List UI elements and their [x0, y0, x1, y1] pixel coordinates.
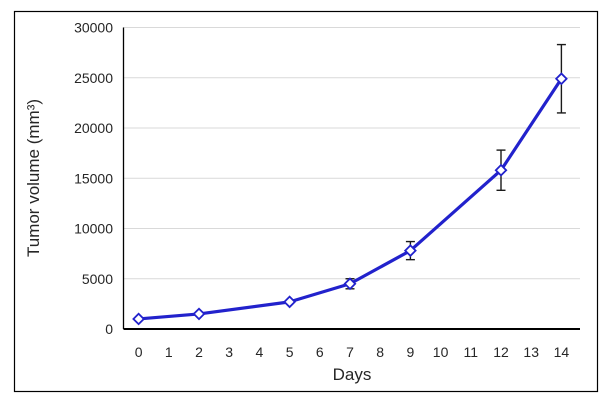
x-axis-title: Days — [333, 365, 372, 384]
y-tick-label: 0 — [105, 321, 113, 337]
data-point-marker — [554, 72, 568, 86]
x-tick-label: 13 — [523, 344, 539, 360]
data-point-markers — [132, 72, 568, 326]
x-tick-label: 3 — [225, 344, 233, 360]
x-tick-label: 6 — [316, 344, 324, 360]
x-tick-label: 10 — [433, 344, 449, 360]
data-point-marker — [494, 163, 508, 177]
x-tick-label: 1 — [165, 344, 173, 360]
data-point-marker — [403, 244, 417, 258]
y-axis-title: Tumor volume (mm³) — [24, 99, 43, 257]
y-tick-label: 25000 — [74, 70, 113, 86]
y-tick-label: 5000 — [82, 271, 113, 287]
x-tick-label: 7 — [346, 344, 354, 360]
y-tick-label: 10000 — [74, 221, 113, 237]
x-tick-label: 0 — [135, 344, 143, 360]
y-tick-label: 15000 — [74, 170, 113, 186]
data-point-marker — [283, 295, 297, 309]
x-tick-label: 11 — [464, 344, 479, 360]
axes — [122, 27, 580, 330]
x-tick-label: 9 — [407, 344, 415, 360]
data-point-marker — [132, 312, 146, 326]
x-tick-label: 12 — [493, 344, 509, 360]
gridlines — [123, 27, 580, 280]
y-tick-label: 30000 — [74, 20, 113, 36]
data-point-marker — [192, 307, 206, 321]
error-bars — [345, 43, 566, 290]
data-point-marker — [343, 277, 357, 291]
figure-border — [13, 10, 599, 393]
x-tick-label: 2 — [195, 344, 203, 360]
y-tick-label: 20000 — [74, 120, 113, 136]
x-tick-labels: 0 1 2 3 4 5 6 7 8 9 10 11 12 13 14 — [135, 344, 570, 360]
x-tick-label: 14 — [554, 344, 570, 360]
y-tick-labels: 0 5000 10000 15000 20000 25000 30000 — [74, 20, 113, 338]
x-tick-label: 8 — [376, 344, 384, 360]
x-tick-label: 5 — [286, 344, 294, 360]
x-tick-label: 4 — [256, 344, 264, 360]
